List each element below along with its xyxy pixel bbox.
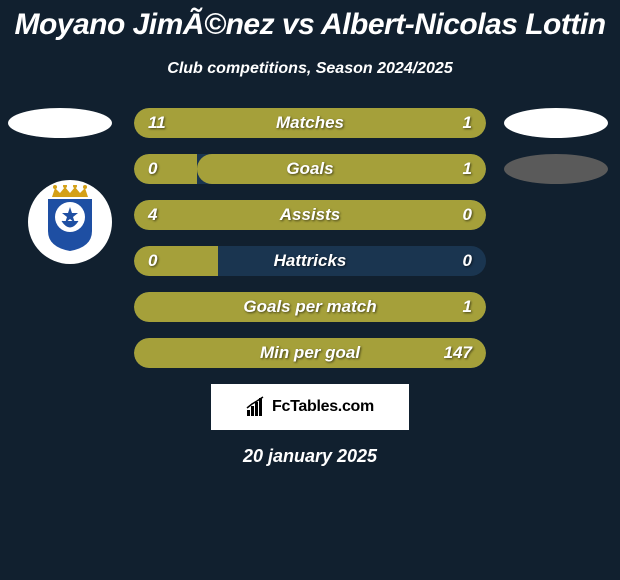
stat-label: Assists (280, 205, 340, 225)
page-subtitle: Club competitions, Season 2024/2025 (0, 60, 620, 78)
stat-value-right: 0 (463, 251, 472, 271)
stat-row-assists: 4 Assists 0 (134, 200, 486, 230)
player-left-avatar (8, 108, 112, 138)
watermark: FcTables.com (211, 384, 409, 430)
club-left-badge (28, 180, 112, 264)
shield-icon (44, 197, 96, 253)
stat-value-right: 1 (463, 297, 472, 317)
stat-value-right: 1 (463, 159, 472, 179)
date-text: 20 january 2025 (10, 446, 610, 467)
chart-icon (246, 396, 266, 418)
stat-row-goals-per-match: Goals per match 1 (134, 292, 486, 322)
stats-container: 11 Matches 1 0 Goals 1 4 Assists 0 0 Hat… (134, 108, 486, 368)
club-right-badge (504, 154, 608, 184)
player-right-avatar (504, 108, 608, 138)
stat-row-goals: 0 Goals 1 (134, 154, 486, 184)
stat-value-left: 11 (148, 113, 166, 133)
stat-row-matches: 11 Matches 1 (134, 108, 486, 138)
stat-value-right: 1 (463, 113, 472, 133)
page-title: Moyano JimÃ©nez vs Albert-Nicolas Lottin (0, 0, 620, 42)
stat-value-right: 0 (463, 205, 472, 225)
stat-label: Goals per match (243, 297, 376, 317)
stat-label: Min per goal (260, 343, 360, 363)
stat-fill-right (197, 154, 486, 184)
stat-label: Matches (276, 113, 344, 133)
stat-value-right: 147 (444, 343, 472, 363)
stat-fill-left (134, 246, 218, 276)
watermark-text: FcTables.com (272, 398, 374, 416)
stat-value-left: 4 (148, 205, 157, 225)
stat-label: Hattricks (274, 251, 347, 271)
stat-row-min-per-goal: Min per goal 147 (134, 338, 486, 368)
stat-value-left: 0 (148, 159, 157, 179)
stat-value-left: 0 (148, 251, 157, 271)
stat-label: Goals (286, 159, 333, 179)
content-area: 11 Matches 1 0 Goals 1 4 Assists 0 0 Hat… (0, 108, 620, 467)
stat-fill-left (134, 154, 197, 184)
stat-row-hattricks: 0 Hattricks 0 (134, 246, 486, 276)
